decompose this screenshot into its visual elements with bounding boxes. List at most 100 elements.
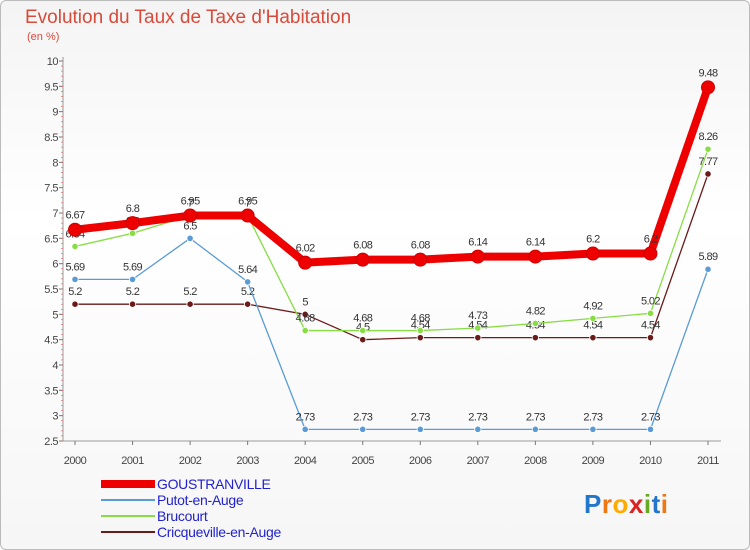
data-point [416, 326, 424, 335]
legend-label: Cricqueville-en-Auge [157, 524, 281, 540]
logo-letter: o [612, 489, 629, 519]
legend-label: GOUSTRANVILLE [157, 476, 271, 492]
series-line [74, 148, 709, 332]
data-point [298, 255, 313, 270]
data-label: 6.5 [183, 220, 197, 232]
data-label: 6.08 [353, 240, 372, 252]
data-label: 2.73 [468, 411, 487, 423]
data-label: 6.14 [468, 237, 487, 249]
data-label: 6.08 [411, 240, 430, 252]
data-point [186, 234, 194, 242]
data-label: 2.73 [526, 411, 545, 423]
data-point [183, 208, 198, 223]
data-point [531, 334, 539, 342]
data-label: 6.14 [526, 237, 545, 249]
data-point [71, 275, 79, 283]
data-point [585, 246, 600, 261]
legend-label: Brucourt [157, 508, 208, 524]
data-point [244, 278, 252, 286]
data-point [359, 336, 367, 344]
y-tick-label: 6.5 [44, 233, 58, 245]
x-tick-label: 2008 [524, 455, 547, 467]
data-label: 2.73 [583, 411, 602, 423]
data-label: 4.68 [411, 313, 430, 325]
x-tick-label: 2010 [639, 455, 662, 467]
data-label: 6.2 [644, 234, 658, 246]
data-point [71, 242, 79, 251]
data-label: 5.2 [126, 286, 140, 298]
data-point [186, 300, 194, 308]
data-label: 4.54 [641, 320, 660, 332]
legend-item: Cricqueville-en-Auge [101, 524, 281, 540]
data-label: 9.48 [698, 67, 717, 79]
data-point [474, 425, 482, 433]
logo-letter: r [601, 489, 613, 519]
series-cricqueville-en-auge: 5.25.25.25.254.54.544.544.544.544.547.77 [68, 156, 719, 344]
legend-swatch [101, 499, 155, 501]
data-label: 6.67 [65, 210, 84, 222]
data-point [128, 229, 137, 237]
data-point [643, 246, 658, 261]
data-point [355, 252, 370, 267]
y-tick-label: 5 [52, 309, 58, 321]
y-tick-label: 8 [52, 157, 58, 169]
data-label: 6.2 [586, 234, 600, 246]
x-tick-label: 2005 [351, 455, 374, 467]
data-label: 4.54 [583, 320, 602, 332]
y-tick-label: 4 [52, 360, 58, 372]
y-tick-label: 9 [52, 107, 58, 119]
data-point [416, 425, 424, 433]
data-label: 5.69 [123, 261, 142, 273]
data-label: 2.73 [353, 411, 372, 423]
y-tick-label: 4.5 [44, 335, 58, 347]
data-label: 5.2 [241, 286, 255, 298]
x-tick-label: 2002 [179, 455, 202, 467]
data-point [646, 309, 655, 317]
data-label: 6.8 [126, 203, 140, 215]
data-point [301, 310, 309, 318]
data-point [301, 425, 309, 433]
data-point [531, 425, 539, 433]
data-point [589, 334, 597, 342]
data-point [125, 216, 140, 231]
legend-swatch [101, 515, 155, 517]
data-point [128, 275, 137, 283]
x-tick-label: 2003 [236, 455, 259, 467]
data-point [589, 314, 597, 322]
data-label: 6.95 [238, 196, 257, 208]
proxiti-logo: Proxiti [584, 489, 668, 520]
data-point [470, 249, 485, 264]
data-point [531, 319, 539, 328]
series-putot-en-auge: 5.69 5.69 6.5 5.64 2.73 2.73 2.73 2.73 2.73 2.73 2… [65, 220, 719, 433]
data-point [704, 170, 712, 178]
data-label: 4.68 [353, 313, 372, 325]
series-brucourt: 6.346.6774.684.684.684.734.824.925.028.2… [65, 131, 719, 335]
data-point [301, 326, 309, 335]
data-label: 7.77 [698, 156, 717, 168]
data-label: 6.95 [181, 196, 200, 208]
y-tick-label: 8.5 [44, 132, 58, 144]
data-point [701, 80, 715, 95]
y-tick-label: 2.5 [44, 436, 58, 448]
data-label: 2.73 [411, 411, 430, 423]
data-point [704, 265, 712, 273]
data-point [359, 326, 367, 335]
data-label: 4.54 [411, 320, 430, 332]
x-tick-label: 2004 [294, 455, 317, 467]
data-point [240, 208, 255, 223]
legend-item: GOUSTRANVILLE [101, 476, 271, 492]
logo-letter: P [584, 489, 602, 519]
data-label: 5 [302, 296, 308, 308]
data-label: 4.73 [468, 310, 487, 322]
logo-letter: x [628, 489, 644, 519]
data-point [413, 252, 428, 267]
y-tick-label: 7.5 [44, 183, 58, 195]
data-point [71, 300, 79, 308]
data-label: 2.73 [296, 411, 315, 423]
data-point [646, 334, 655, 342]
data-point [704, 145, 712, 153]
legend-label: Putot-en-Auge [157, 492, 244, 508]
chart-title: Evolution du Taux de Taxe d'Habitation [25, 7, 352, 28]
